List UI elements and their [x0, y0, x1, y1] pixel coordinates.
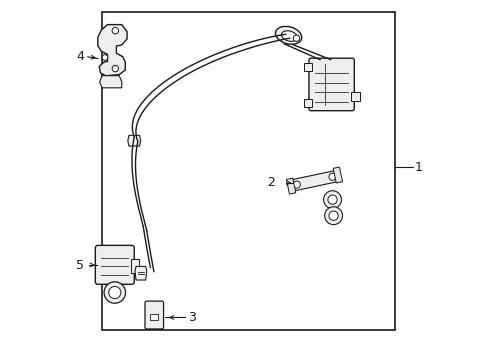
Polygon shape [135, 266, 147, 280]
Text: 4: 4 [76, 50, 84, 63]
Text: 2: 2 [268, 176, 275, 189]
Circle shape [325, 207, 343, 225]
Bar [150, 314, 158, 320]
Text: 5: 5 [76, 258, 84, 271]
Circle shape [329, 173, 336, 180]
Polygon shape [99, 76, 122, 88]
Polygon shape [286, 178, 296, 194]
Bar [131, 259, 139, 273]
Ellipse shape [281, 31, 297, 41]
FancyBboxPatch shape [145, 301, 164, 329]
Text: 3: 3 [189, 311, 196, 324]
Circle shape [112, 27, 119, 34]
Circle shape [293, 35, 300, 41]
Ellipse shape [275, 26, 302, 44]
Polygon shape [333, 167, 343, 183]
Polygon shape [128, 135, 141, 146]
Circle shape [328, 195, 337, 204]
Polygon shape [293, 171, 337, 191]
Bar [304, 99, 312, 107]
Bar [102, 12, 395, 330]
Circle shape [323, 191, 342, 208]
Bar [351, 93, 360, 102]
Bar [304, 63, 312, 71]
FancyBboxPatch shape [96, 246, 134, 284]
Circle shape [112, 65, 119, 72]
Circle shape [329, 211, 338, 220]
Circle shape [293, 181, 300, 188]
Polygon shape [98, 24, 127, 76]
Text: 1: 1 [415, 161, 422, 174]
Circle shape [109, 287, 121, 298]
FancyBboxPatch shape [309, 58, 354, 111]
Circle shape [102, 55, 108, 60]
Circle shape [104, 282, 125, 303]
